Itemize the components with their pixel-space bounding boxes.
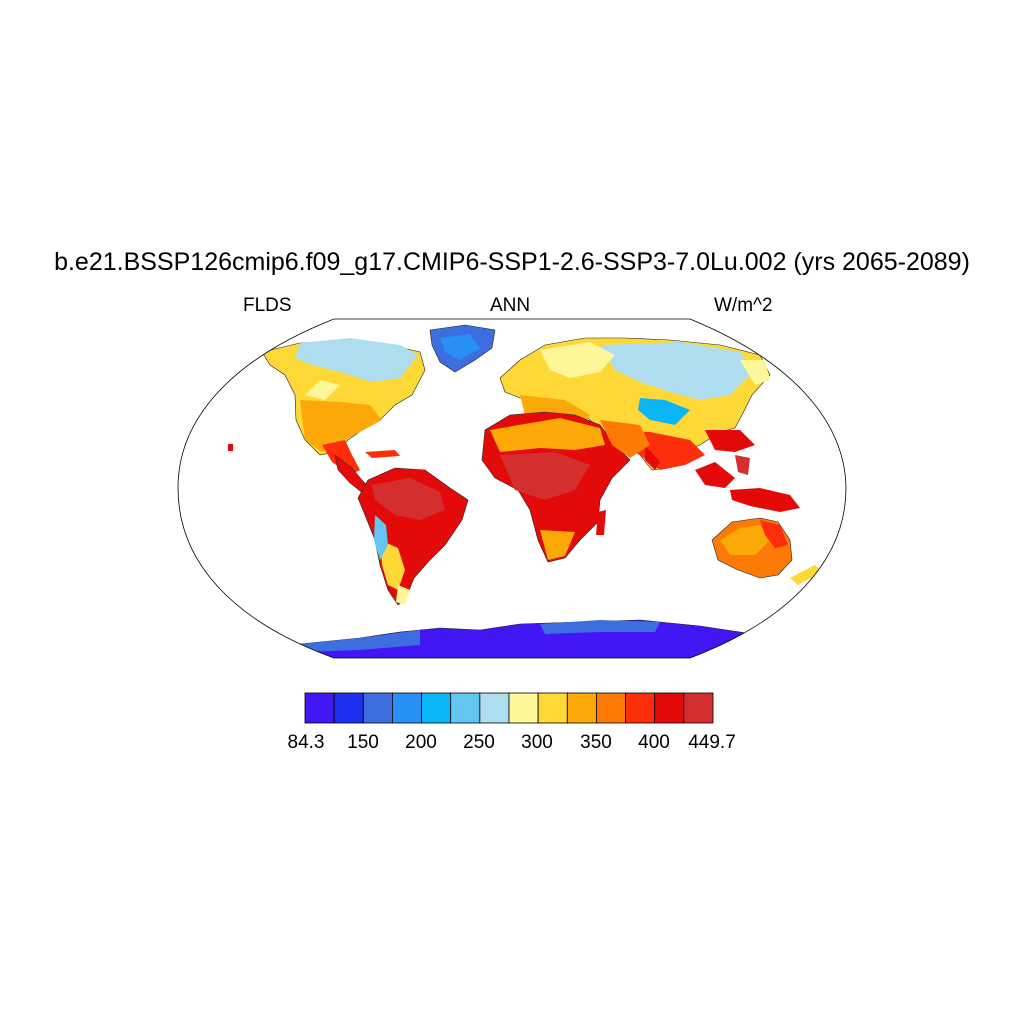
colorbar-tick-label: 400 <box>638 732 670 753</box>
south-america <box>357 467 469 606</box>
colorbar-swatch <box>392 692 422 724</box>
colorbar-swatch <box>421 692 452 724</box>
maritime-continent <box>695 455 800 512</box>
colorbar-swatch <box>596 692 626 724</box>
antarctica <box>299 619 821 658</box>
colorbar-swatch <box>362 692 393 724</box>
colorbar-swatch <box>304 692 335 724</box>
colorbar-tick-label: 200 <box>405 732 437 753</box>
colorbar-tick-label: 300 <box>521 732 553 753</box>
colorbar-swatch <box>537 692 568 724</box>
colorbar-tick-label: 250 <box>463 732 495 753</box>
colorbar-tick-label: 449.7 <box>688 732 736 753</box>
greenland <box>429 324 496 373</box>
colorbar-swatch <box>479 692 510 724</box>
colorbar-tick-label: 350 <box>580 732 612 753</box>
variable-label: FLDS <box>243 295 292 316</box>
central-america <box>228 444 400 496</box>
colorbar-tick-label: 84.3 <box>287 732 325 753</box>
map-outline <box>177 318 847 659</box>
colorbar-swatch <box>683 692 714 724</box>
colorbar-swatch <box>508 692 539 724</box>
season-label: ANN <box>490 295 531 316</box>
north-america <box>261 338 426 475</box>
colorbar-tick-label: 150 <box>347 732 379 753</box>
australia <box>711 517 822 585</box>
colorbar-swatch <box>450 692 481 724</box>
africa <box>481 411 650 563</box>
colorbar-swatch <box>566 692 597 724</box>
colorbar-swatch <box>333 692 364 724</box>
colorbar-swatch <box>625 692 656 724</box>
units-label: W/m^2 <box>714 295 773 316</box>
map-title: b.e21.BSSP126cmip6.f09_g17.CMIP6-SSP1-2.… <box>54 248 970 276</box>
colorbar-swatch <box>654 692 685 724</box>
